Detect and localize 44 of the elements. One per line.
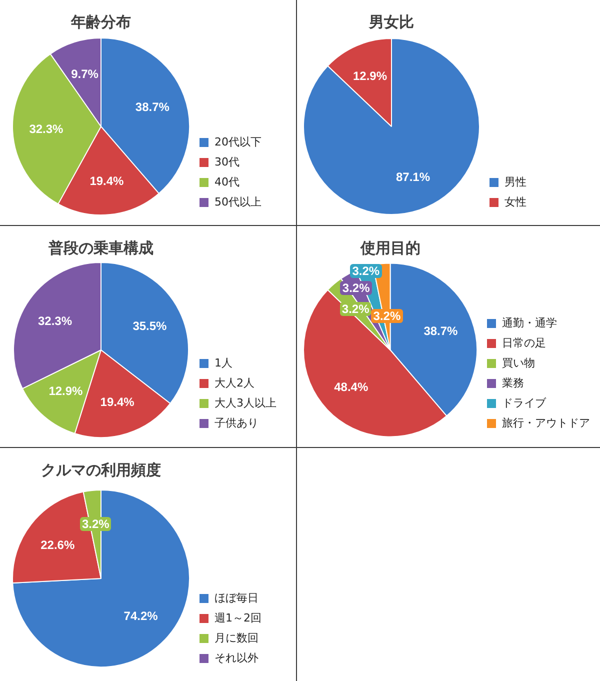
legend-label: 旅行・アウトドア [502, 416, 590, 430]
data-label: 22.6% [38, 538, 77, 552]
legend-label: 40代 [214, 175, 240, 188]
chart-title: 年齢分布 [70, 12, 131, 31]
legend-label: それ以外 [214, 651, 258, 664]
legend-label: 子供あり [214, 416, 258, 430]
data-label: 32.3% [27, 122, 66, 136]
data-label: 19.4% [98, 394, 136, 409]
chart-title: 普段の乗車構成 [48, 238, 154, 257]
legend-label: 大人3人以上 [214, 396, 276, 410]
legend-label: 買い物 [502, 356, 535, 370]
legend-label: 30代 [214, 155, 240, 168]
legend-label: 男性 [504, 175, 526, 188]
data-label: 74.2% [122, 609, 160, 624]
data-label: 9.7% [69, 67, 100, 82]
data-label: 48.4% [332, 380, 370, 394]
legend-label: 1人 [214, 356, 232, 370]
data-label: 3.2% [350, 264, 382, 278]
data-label: 12.9% [46, 384, 85, 398]
legend-label: ほぼ毎日 [214, 591, 258, 604]
data-label: 3.2% [340, 280, 372, 295]
data-label: 3.2% [371, 308, 403, 322]
legend-label: ドライブ [502, 396, 547, 410]
data-label: 3.2% [340, 302, 372, 316]
legend-label: 20代以下 [214, 135, 262, 148]
legend-label: 週1～2回 [214, 611, 262, 624]
data-label: 87.1% [394, 170, 432, 184]
data-label: 32.3% [36, 314, 74, 328]
legend-label: 月に数回 [214, 631, 258, 644]
legend-label: 50代以上 [214, 195, 262, 208]
data-label: 19.4% [88, 174, 126, 188]
data-label: 38.7% [133, 100, 172, 114]
legend-label: 業務 [502, 376, 524, 390]
data-label: 35.5% [130, 319, 169, 334]
legend-label: 日常の足 [502, 336, 546, 350]
chart-title: 男女比 [368, 12, 414, 31]
data-label: 3.2% [80, 516, 112, 531]
legend-label: 女性 [504, 195, 526, 208]
legend-label: 大人2人 [214, 376, 254, 390]
data-label: 12.9% [351, 69, 390, 84]
chart-title: 使用目的 [359, 238, 420, 257]
data-label: 38.7% [422, 324, 460, 338]
legend-label: 通勤・通学 [502, 316, 557, 330]
chart-title: クルマの利用頻度 [41, 460, 161, 479]
